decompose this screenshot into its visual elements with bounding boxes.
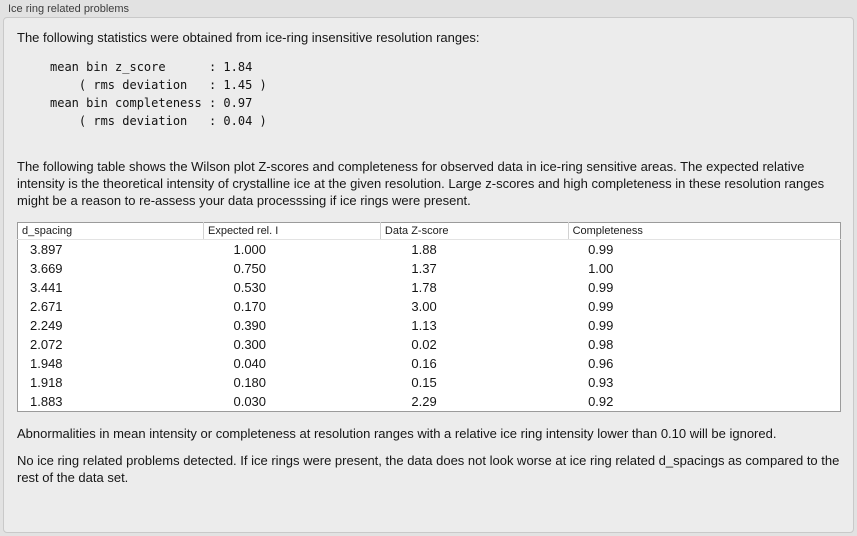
column-header-completeness[interactable]: Completeness bbox=[568, 222, 841, 240]
table-cell: 1.37 bbox=[411, 261, 437, 276]
table-row[interactable]: 1.918 0.180 0.15 0.93 bbox=[18, 373, 841, 392]
table-cell: 2.671 bbox=[30, 299, 63, 314]
table-cell: 2.249 bbox=[30, 318, 63, 333]
table-cell: 0.040 bbox=[233, 356, 267, 371]
ice-ring-panel: The following statistics were obtained f… bbox=[3, 17, 854, 533]
table-cell: 3.00 bbox=[411, 299, 437, 314]
table-cell: 0.02 bbox=[411, 337, 437, 352]
table-cell: 3.441 bbox=[30, 280, 63, 295]
table-cell: 1.88 bbox=[411, 242, 437, 257]
ice-table-body: 3.897 1.000 1.88 0.99 3.669 0.750 1.37 1.00 3.44… bbox=[18, 240, 841, 412]
table-cell: 0.16 bbox=[411, 356, 437, 371]
table-description: The following table shows the Wilson plo… bbox=[17, 159, 825, 208]
table-row[interactable]: 3.441 0.530 1.78 0.99 bbox=[18, 278, 841, 297]
table-cell: 0.300 bbox=[233, 337, 267, 352]
table-cell: 0.030 bbox=[233, 394, 267, 409]
table-cell: 0.99 bbox=[588, 280, 614, 295]
table-cell: 1.948 bbox=[30, 356, 63, 371]
table-cell: 3.669 bbox=[30, 261, 63, 276]
table-cell: 1.13 bbox=[411, 318, 437, 333]
table-cell: 0.390 bbox=[233, 318, 267, 333]
table-cell: 1.883 bbox=[30, 394, 63, 409]
table-cell: 3.897 bbox=[30, 242, 63, 257]
table-cell: 0.99 bbox=[588, 318, 614, 333]
table-row[interactable]: 3.897 1.000 1.88 0.99 bbox=[18, 240, 841, 260]
table-cell: 2.072 bbox=[30, 337, 63, 352]
table-row[interactable]: 2.249 0.390 1.13 0.99 bbox=[18, 316, 841, 335]
table-cell: 1.00 bbox=[588, 261, 614, 276]
table-cell: 1.78 bbox=[411, 280, 437, 295]
table-cell: 0.15 bbox=[411, 375, 437, 390]
table-cell: 2.29 bbox=[411, 394, 437, 409]
table-row[interactable]: 1.948 0.040 0.16 0.96 bbox=[18, 354, 841, 373]
ice-table-header-row: d_spacing Expected rel. I Data Z-score Comp… bbox=[17, 222, 841, 240]
table-cell: 0.92 bbox=[588, 394, 614, 409]
ice-ring-table[interactable]: d_spacing Expected rel. I Data Z-score Comp… bbox=[17, 222, 841, 412]
ignore-threshold-note: Abnormalities in mean intensity or compl… bbox=[17, 426, 777, 441]
table-cell: 0.99 bbox=[588, 242, 614, 257]
panel-title: Ice ring related problems bbox=[8, 3, 130, 15]
table-cell: 0.180 bbox=[233, 375, 267, 390]
table-cell: 1.000 bbox=[233, 242, 267, 257]
table-row[interactable]: 1.883 0.030 2.29 0.92 bbox=[18, 392, 841, 412]
table-cell: 0.750 bbox=[233, 261, 267, 276]
table-cell: 0.99 bbox=[588, 299, 614, 314]
table-cell: 1.918 bbox=[30, 375, 63, 390]
table-cell: 0.96 bbox=[588, 356, 614, 371]
table-row[interactable]: 2.072 0.300 0.02 0.98 bbox=[18, 335, 841, 354]
column-header-data-z-score[interactable]: Data Z-score bbox=[380, 222, 569, 240]
table-cell: 0.98 bbox=[588, 337, 614, 352]
conclusion-text: No ice ring related problems detected. I… bbox=[17, 453, 840, 485]
table-row[interactable]: 2.671 0.170 3.00 0.99 bbox=[18, 297, 841, 316]
column-header-d-spacing[interactable]: d_spacing bbox=[17, 222, 204, 240]
table-cell: 0.530 bbox=[233, 280, 267, 295]
column-header-expected-rel-i[interactable]: Expected rel. I bbox=[203, 222, 381, 240]
stats-intro-text: The following statistics were obtained f… bbox=[17, 30, 480, 45]
table-cell: 0.170 bbox=[233, 299, 267, 314]
table-row[interactable]: 3.669 0.750 1.37 1.00 bbox=[18, 259, 841, 278]
table-cell: 0.93 bbox=[588, 375, 614, 390]
stats-block: mean bin z_score : 1.84 ( rms deviation … bbox=[50, 60, 267, 128]
